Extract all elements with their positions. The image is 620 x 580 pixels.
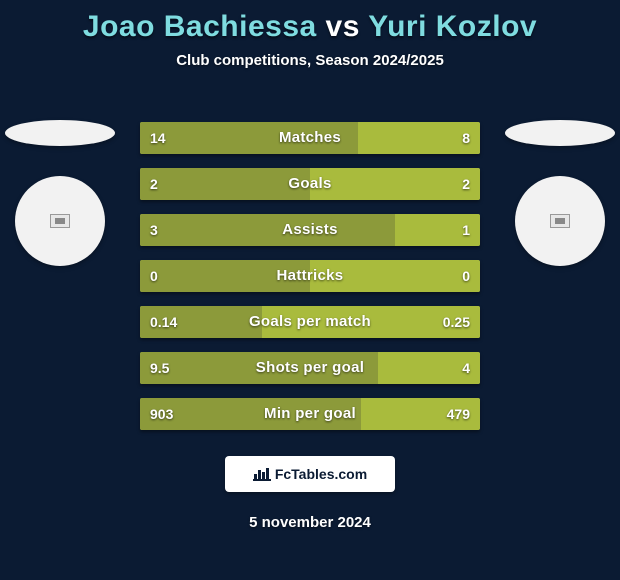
subtitle: Club competitions, Season 2024/2025 bbox=[0, 52, 620, 69]
left-flag-icon bbox=[50, 214, 70, 228]
stat-label: Assists bbox=[140, 214, 480, 246]
left-club-ellipse bbox=[5, 120, 115, 146]
right-flag-icon bbox=[550, 214, 570, 228]
player1-name: Joao Bachiessa bbox=[83, 10, 317, 43]
page-title: Joao Bachiessa vs Yuri Kozlov bbox=[0, 0, 620, 44]
logo-text: FcTables.com bbox=[275, 466, 367, 482]
stat-row-min-per-goal: 903479Min per goal bbox=[140, 398, 480, 430]
stat-label: Hattricks bbox=[140, 260, 480, 292]
fctables-logo: FcTables.com bbox=[225, 456, 395, 492]
stat-row-goals: 22Goals bbox=[140, 168, 480, 200]
stat-label: Goals per match bbox=[140, 306, 480, 338]
stat-row-assists: 31Assists bbox=[140, 214, 480, 246]
logo-chart-icon bbox=[253, 467, 271, 481]
footer: FcTables.com 5 november 2024 bbox=[0, 440, 620, 531]
stat-label: Shots per goal bbox=[140, 352, 480, 384]
left-player-circle bbox=[15, 176, 105, 266]
date-text: 5 november 2024 bbox=[0, 514, 620, 531]
stat-row-shots-per-goal: 9.54Shots per goal bbox=[140, 352, 480, 384]
left-badges bbox=[0, 120, 120, 266]
stat-label: Matches bbox=[140, 122, 480, 154]
stat-bars: 148Matches 22Goals 31Assists 00Hattricks 0.1… bbox=[140, 122, 480, 444]
stat-label: Goals bbox=[140, 168, 480, 200]
right-club-ellipse bbox=[505, 120, 615, 146]
stat-row-goals-per-match: 0.140.25Goals per match bbox=[140, 306, 480, 338]
right-badges bbox=[500, 120, 620, 266]
player2-name: Yuri Kozlov bbox=[368, 10, 537, 43]
right-player-circle bbox=[515, 176, 605, 266]
stat-row-hattricks: 00Hattricks bbox=[140, 260, 480, 292]
stat-label: Min per goal bbox=[140, 398, 480, 430]
vs-text: vs bbox=[326, 10, 360, 43]
stat-row-matches: 148Matches bbox=[140, 122, 480, 154]
